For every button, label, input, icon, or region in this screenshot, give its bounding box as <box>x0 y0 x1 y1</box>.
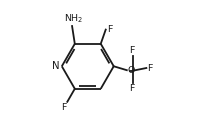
Text: NH$_2$: NH$_2$ <box>64 12 83 25</box>
Text: O: O <box>128 66 135 75</box>
Text: F: F <box>129 84 135 93</box>
Text: F: F <box>61 103 67 112</box>
Text: F: F <box>147 63 153 72</box>
Text: F: F <box>129 46 135 55</box>
Text: F: F <box>107 25 112 34</box>
Text: N: N <box>52 61 60 71</box>
